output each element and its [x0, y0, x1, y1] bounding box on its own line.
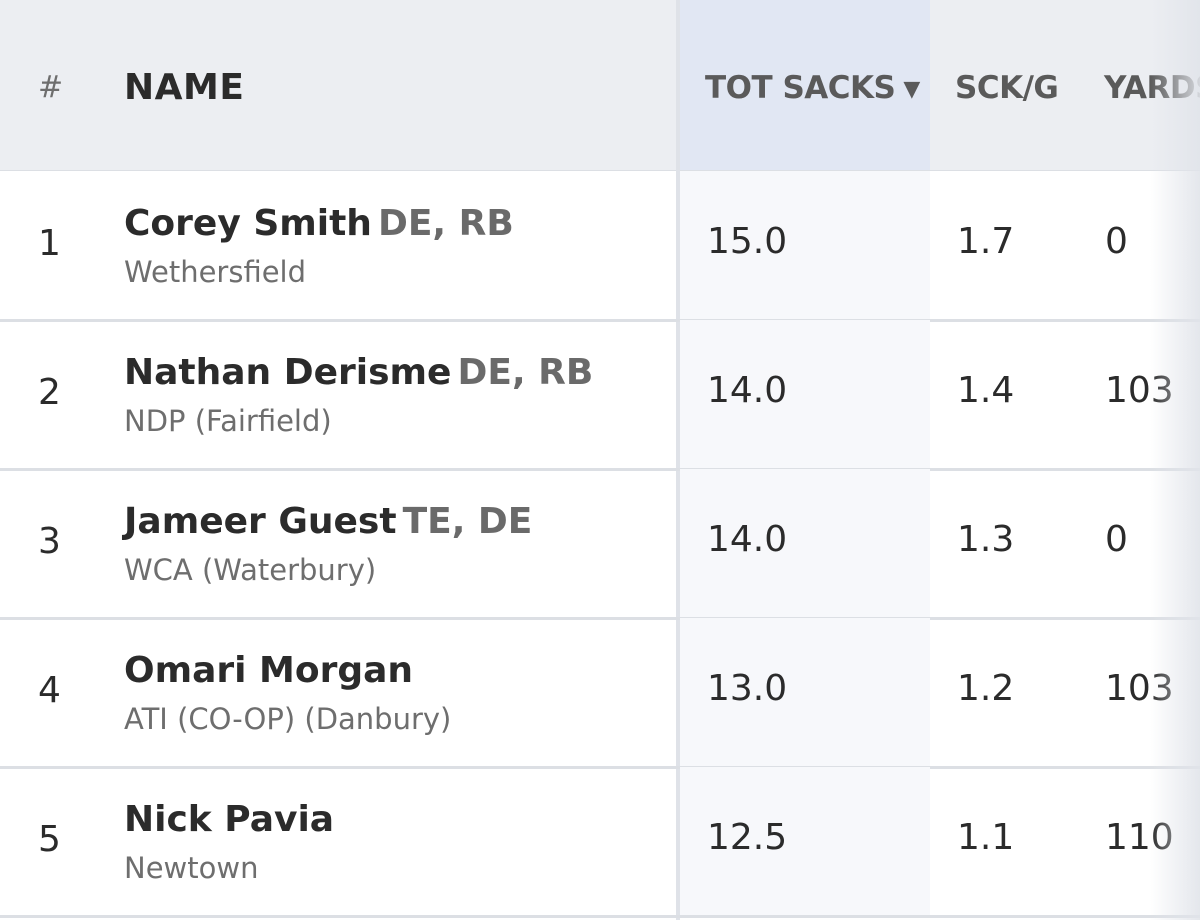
sck-g-column-header[interactable]: SCK/G — [955, 70, 1059, 106]
table-row[interactable]: 4 Omari Morgan ATI (CO-OP) (Danbury) 13.… — [0, 618, 1200, 769]
sorted-column-header-bg — [677, 0, 930, 170]
player-school: Wethersfield — [124, 255, 307, 289]
player-name[interactable]: Jameer Guest — [124, 501, 397, 542]
player-name[interactable]: Nick Pavia — [124, 799, 335, 840]
sck-g-cell: 1.7 — [957, 221, 1015, 262]
column-divider — [676, 0, 680, 920]
player-school: Newtown — [124, 851, 259, 885]
rank-cell: 3 — [38, 521, 61, 562]
sorted-cell-bg — [680, 469, 930, 617]
rank-cell: 5 — [38, 819, 61, 860]
yards-cell: 103 — [1105, 668, 1174, 709]
rank-column-header: # — [38, 70, 64, 105]
tot-sacks-cell: 14.0 — [707, 370, 788, 411]
player-school: ATI (CO-OP) (Danbury) — [124, 702, 452, 736]
rank-cell: 1 — [38, 223, 61, 264]
yards-column-header[interactable]: YARDS — [1104, 70, 1200, 106]
tot-sacks-cell: 15.0 — [707, 221, 788, 262]
table-row[interactable]: 1 Corey Smith DE, RB Wethersfield 15.0 1.… — [0, 171, 1200, 322]
player-positions: TE, DE — [402, 501, 533, 542]
name-column-header[interactable]: NAME — [124, 67, 245, 108]
tot-sacks-column-header[interactable]: TOT SACKS ▼ — [705, 60, 920, 116]
player-name-cell[interactable]: Nathan Derisme DE, RB — [124, 352, 593, 393]
player-name[interactable]: Nathan Derisme — [124, 352, 452, 393]
player-name[interactable]: Omari Morgan — [124, 650, 414, 691]
player-name-cell[interactable]: Nick Pavia — [124, 799, 340, 840]
sck-g-cell: 1.2 — [957, 668, 1015, 709]
player-positions: DE, RB — [377, 203, 514, 244]
table-row[interactable]: 3 Jameer Guest TE, DE WCA (Waterbury) 14.… — [0, 469, 1200, 620]
yards-cell: 0 — [1105, 221, 1128, 262]
sck-g-cell: 1.3 — [957, 519, 1015, 560]
table-row[interactable]: 5 Nick Pavia Newtown 12.5 1.1 110 — [0, 767, 1200, 918]
sck-g-cell: 1.1 — [957, 817, 1015, 858]
player-positions: DE, RB — [457, 352, 594, 393]
rank-cell: 4 — [38, 670, 61, 711]
tot-sacks-cell: 12.5 — [707, 817, 788, 858]
sorted-cell-bg — [680, 618, 930, 766]
player-name-cell[interactable]: Omari Morgan — [124, 650, 419, 691]
table-header: # NAME TOT SACKS ▼ SCK/G YARDS — [0, 0, 1200, 171]
sorted-cell-bg — [680, 171, 930, 319]
player-school: WCA (Waterbury) — [124, 553, 377, 587]
tot-sacks-cell: 13.0 — [707, 668, 788, 709]
player-school: NDP (Fairfield) — [124, 404, 332, 438]
sck-g-cell: 1.4 — [957, 370, 1015, 411]
sorted-cell-bg — [680, 767, 930, 915]
tot-sacks-cell: 14.0 — [707, 519, 788, 560]
table-row[interactable]: 2 Nathan Derisme DE, RB NDP (Fairfield) 1… — [0, 320, 1200, 471]
yards-cell: 103 — [1105, 370, 1174, 411]
yards-cell: 0 — [1105, 519, 1128, 560]
player-name[interactable]: Corey Smith — [124, 203, 372, 244]
tot-sacks-header-label: TOT SACKS — [705, 70, 896, 106]
yards-cell: 110 — [1105, 817, 1174, 858]
sorted-cell-bg — [680, 320, 930, 468]
rank-cell: 2 — [38, 372, 61, 413]
player-name-cell[interactable]: Corey Smith DE, RB — [124, 203, 514, 244]
sort-descending-icon: ▼ — [903, 77, 920, 102]
player-name-cell[interactable]: Jameer Guest TE, DE — [124, 501, 532, 542]
